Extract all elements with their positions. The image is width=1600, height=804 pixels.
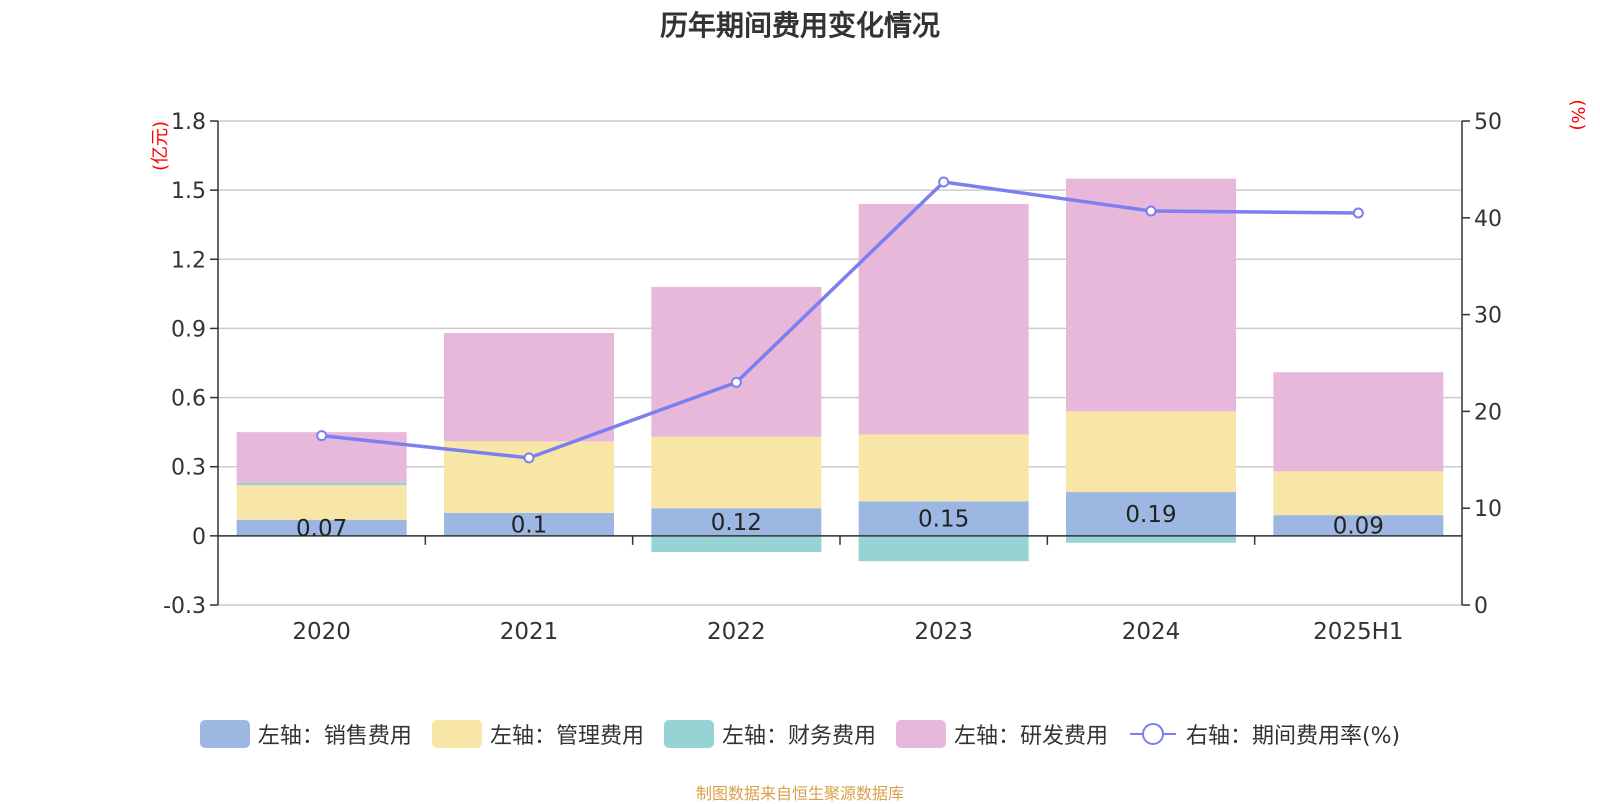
- bar-segment: [1066, 411, 1236, 493]
- bar-value-label: 0.19: [1125, 502, 1176, 528]
- rate-point: [730, 376, 742, 388]
- right-axis-unit: (%): [1567, 99, 1588, 130]
- legend-item[interactable]: 左轴：销售费用: [199, 718, 412, 750]
- bar-segment: [1066, 178, 1236, 412]
- left-tick-label: 1.8: [171, 110, 206, 135]
- bar-segment: [236, 482, 407, 486]
- legend-swatch: [199, 720, 250, 748]
- legend-item[interactable]: 左轴：财务费用: [663, 718, 876, 750]
- chart-title: 历年期间费用变化情况: [659, 9, 940, 42]
- left-tick-label: 0.3: [171, 456, 206, 481]
- data-labels: 0.07 0.1 0.12 0.15 0.19 0.09: [296, 502, 1384, 542]
- axes: -0.3 0 0.3 0.6 0.9 1.2 1.5 1.8 0 10 20 30 40 50 (亿元) (%…: [150, 99, 1588, 645]
- left-tick-label: 1.5: [171, 179, 206, 204]
- right-tick-label: 20: [1474, 400, 1502, 425]
- bars: [236, 178, 1444, 562]
- legend-line-marker-icon: [1129, 723, 1176, 745]
- right-tick-label: 30: [1474, 304, 1502, 329]
- legend-label: 左轴：管理费用: [489, 724, 644, 749]
- left-axis-unit: (亿元): [150, 121, 171, 171]
- bar-segment: [651, 508, 822, 536]
- category-label: 2024: [1122, 619, 1181, 645]
- left-tick-label: 0.6: [171, 387, 206, 412]
- right-tick-label: 50: [1474, 110, 1502, 135]
- rate-line-path: [321, 180, 1359, 460]
- legend-label: 左轴：财务费用: [721, 724, 876, 749]
- left-tick-label: -0.3: [163, 594, 206, 619]
- legend-item[interactable]: 左轴：研发费用: [895, 718, 1108, 750]
- category-label: 2025H1: [1313, 619, 1403, 645]
- legend-label: 右轴：期间费用率(%): [1185, 724, 1401, 749]
- bar-value-label: 0.09: [1333, 513, 1384, 539]
- legend-item[interactable]: 右轴：期间费用率(%): [1128, 718, 1400, 750]
- left-tick-label: 0: [192, 525, 206, 550]
- category-label: 2020: [292, 619, 351, 645]
- right-tick-label: 0: [1474, 594, 1488, 619]
- bar-segment: [236, 519, 407, 536]
- bar-value-label: 0.07: [296, 516, 347, 542]
- source-note: 制图数据来自恒生聚源数据库: [695, 784, 904, 803]
- bar-segment: [444, 512, 614, 536]
- category-label: 2021: [500, 619, 559, 645]
- legend-label: 左轴：研发费用: [953, 724, 1108, 749]
- bar-segment: [1273, 372, 1444, 472]
- rate-point: [1352, 207, 1364, 219]
- bar-segment: [651, 535, 822, 552]
- bar-segment: [858, 203, 1029, 435]
- rate-point: [523, 452, 535, 464]
- legend-swatch: [431, 720, 482, 748]
- bar-segment: [1273, 515, 1444, 536]
- legend-item[interactable]: 左轴：管理费用: [431, 718, 644, 750]
- bar-segment: [651, 436, 822, 509]
- bar-segment: [236, 485, 407, 520]
- right-tick-label: 10: [1474, 497, 1502, 522]
- right-tick-label: 40: [1474, 207, 1502, 232]
- category-label: 2022: [707, 619, 766, 645]
- bar-segment: [858, 535, 1029, 562]
- bar-segment: [858, 434, 1029, 502]
- rate-line: [316, 176, 1364, 464]
- legend-swatch: [663, 720, 714, 748]
- rate-point: [1145, 205, 1157, 217]
- rate-point: [938, 176, 950, 188]
- category-label: 2023: [914, 619, 973, 645]
- rate-point: [316, 430, 328, 442]
- bar-segment: [651, 286, 822, 437]
- bar-value-label: 0.12: [711, 510, 762, 536]
- bar-segment: [1066, 492, 1236, 536]
- bar-value-label: 0.1: [511, 512, 548, 538]
- legend-swatch: [895, 720, 946, 748]
- legend-label: 左轴：销售费用: [257, 724, 412, 749]
- bar-segment: [444, 333, 614, 442]
- left-tick-label: 0.9: [171, 317, 206, 342]
- bar-value-label: 0.15: [918, 507, 969, 533]
- bar-segment: [1066, 535, 1236, 543]
- legend: 左轴：销售费用 左轴：管理费用 左轴：财务费用 左轴：研发费用 右轴：期间费用率(%): [0, 718, 1600, 750]
- left-tick-label: 1.2: [171, 248, 206, 273]
- bar-segment: [858, 501, 1029, 536]
- bar-segment: [1273, 471, 1444, 516]
